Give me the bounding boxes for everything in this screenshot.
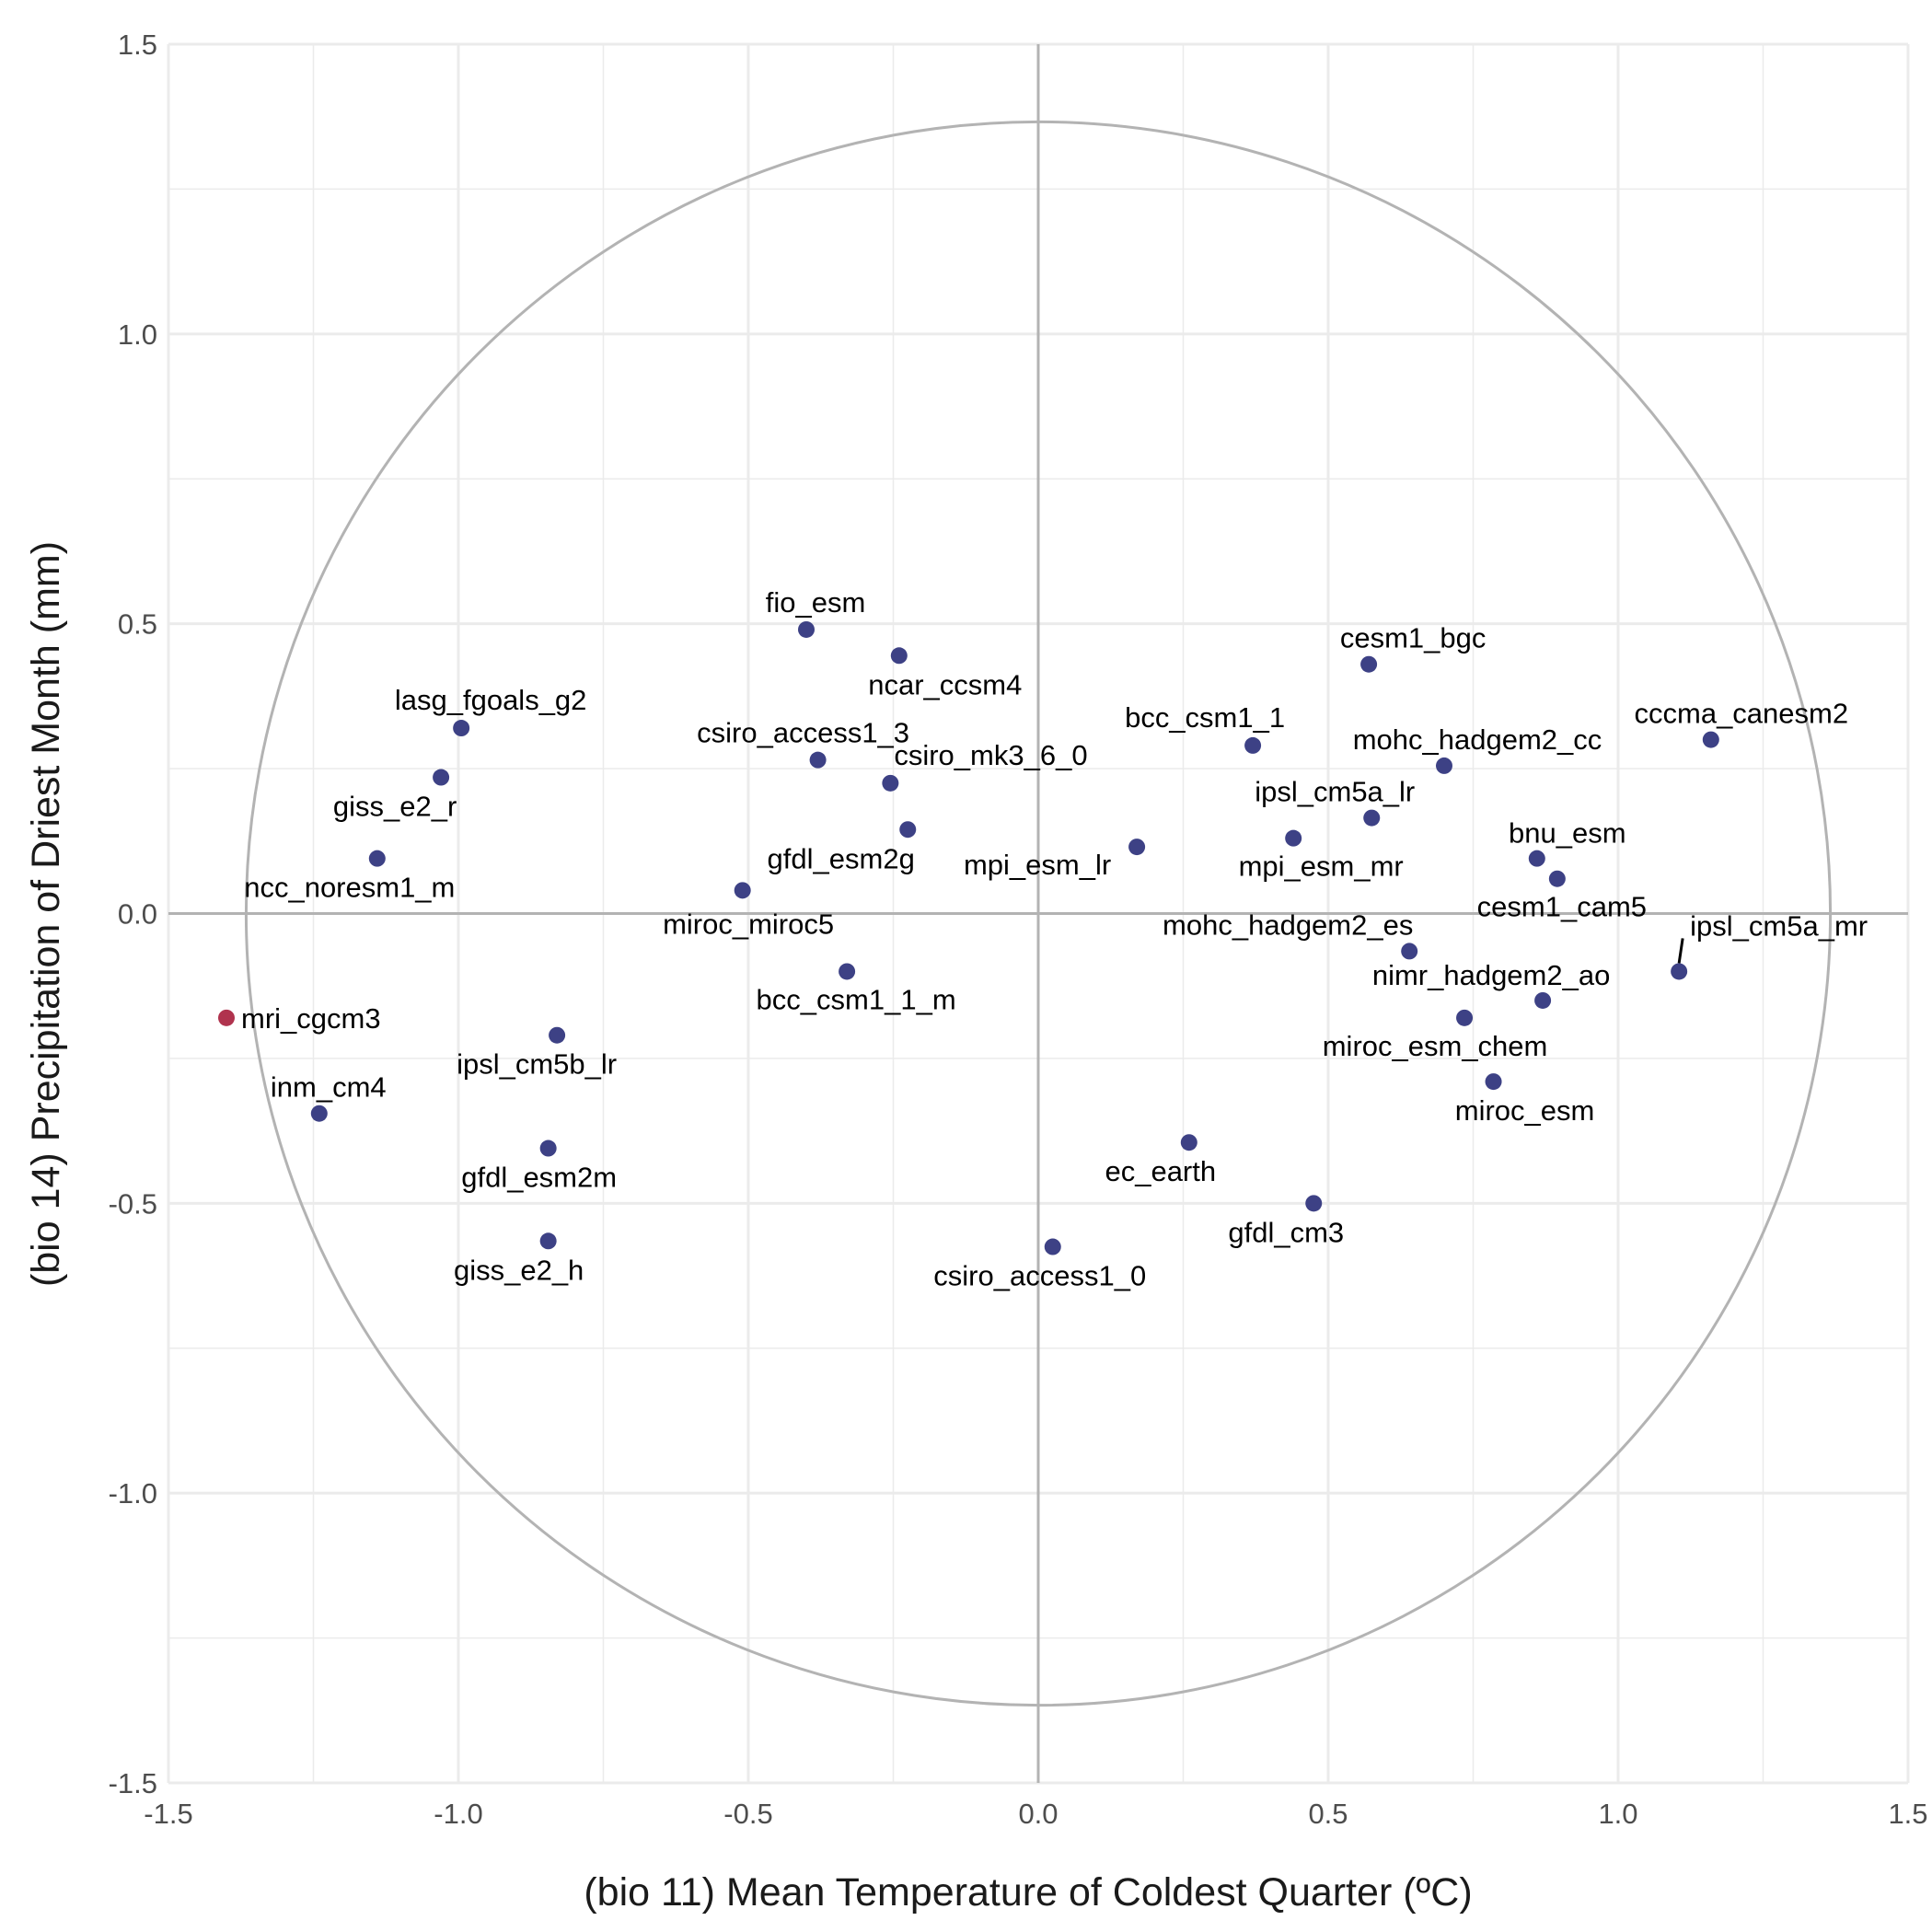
x-tick-label: 0.5: [1308, 1798, 1348, 1830]
point-label: ipsl_cm5b_lr: [457, 1048, 617, 1081]
label-leader-line: [1677, 938, 1684, 964]
reference-circle: [244, 120, 1833, 1707]
point-label: cesm1_cam5: [1477, 891, 1647, 923]
data-point: [1128, 839, 1146, 856]
data-point: [549, 1026, 566, 1044]
x-tick-label: -1.5: [144, 1798, 192, 1830]
data-point: [839, 963, 856, 980]
y-tick-label: 0.5: [118, 608, 157, 641]
reference-layer: [168, 44, 1908, 1783]
data-point: [1044, 1238, 1061, 1255]
data-point: [1456, 1009, 1474, 1026]
y-axis-title: (bio 14) Precipitation of Driest Month (…: [24, 541, 68, 1287]
y-tick-label: 1.0: [118, 318, 157, 351]
data-point: [1244, 736, 1262, 754]
point-label: miroc_esm_chem: [1323, 1030, 1548, 1062]
point-label: ipsl_cm5a_lr: [1255, 776, 1415, 808]
point-label: bcc_csm1_1: [1125, 701, 1285, 734]
point-label: ncc_noresm1_m: [244, 872, 455, 904]
y-tick-label: -1.5: [109, 1767, 157, 1799]
point-label: mri_cgcm3: [241, 1002, 381, 1035]
point-label: ec_earth: [1105, 1155, 1216, 1187]
x-tick-label: 1.0: [1598, 1798, 1637, 1830]
data-point: [368, 850, 386, 867]
point-label: gfdl_esm2m: [461, 1162, 617, 1194]
highlighted-data-point: [218, 1009, 235, 1026]
data-point: [1401, 943, 1418, 960]
point-label: csiro_access1_0: [933, 1260, 1146, 1292]
point-label: miroc_esm: [1455, 1094, 1595, 1127]
data-point: [1528, 850, 1545, 867]
point-label: ncar_ccsm4: [868, 668, 1022, 700]
data-point: [1548, 870, 1566, 887]
data-point: [433, 769, 450, 786]
data-point: [1360, 655, 1378, 673]
point-label: nimr_hadgem2_ao: [1372, 959, 1611, 991]
x-tick-label: -0.5: [723, 1798, 772, 1830]
data-point: [539, 1232, 557, 1250]
point-label: miroc_miroc5: [663, 908, 834, 940]
data-point: [1363, 809, 1381, 827]
data-point: [899, 821, 917, 839]
point-label: mpi_esm_mr: [1239, 850, 1404, 883]
leader-line-layer: [1677, 938, 1684, 964]
point-label: mohc_hadgem2_cc: [1353, 723, 1602, 756]
data-point: [1485, 1073, 1502, 1091]
point-label-layer: fio_esm ncar_ccsm4 lasg_fgoals_g2 giss_e2_r…: [241, 586, 1868, 1292]
point-label: csiro_mk3_6_0: [894, 739, 1087, 771]
y-tick-label: -1.0: [109, 1477, 157, 1510]
point-label: giss_e2_r: [333, 791, 457, 823]
data-point: [1180, 1134, 1197, 1151]
point-label: bnu_esm: [1509, 817, 1626, 850]
point-label: lasg_fgoals_g2: [395, 684, 587, 716]
data-point: [734, 882, 751, 899]
data-point: [1436, 757, 1452, 774]
data-point: [1305, 1195, 1323, 1212]
point-label: gfdl_esm2g: [768, 842, 915, 874]
x-tick-label: -1.0: [434, 1798, 482, 1830]
data-point: [539, 1140, 557, 1157]
data-point: [798, 620, 815, 638]
data-point: [1534, 991, 1552, 1009]
point-layer: [218, 620, 1719, 1255]
point-label: cesm1_bgc: [1340, 622, 1487, 654]
y-tick-label: -0.5: [109, 1187, 157, 1220]
point-label: fio_esm: [766, 586, 866, 619]
data-point: [809, 751, 827, 769]
point-label: mpi_esm_lr: [964, 849, 1111, 881]
point-label: gfdl_cm3: [1228, 1216, 1344, 1248]
data-point: [1702, 731, 1719, 748]
point-label: cccma_canesm2: [1635, 698, 1849, 730]
data-point: [453, 720, 470, 737]
point-label: inm_cm4: [271, 1071, 387, 1104]
x-tick-label: 1.5: [1888, 1798, 1927, 1830]
data-point: [890, 647, 908, 665]
point-label: mohc_hadgem2_es: [1163, 908, 1413, 941]
x-axis-title: (bio 11) Mean Temperature of Coldest Qua…: [584, 1870, 1472, 1915]
data-point: [310, 1105, 328, 1122]
data-point: [1671, 963, 1688, 980]
point-label: csiro_access1_3: [697, 717, 909, 749]
data-point: [1285, 829, 1302, 847]
y-tick-label: 1.5: [118, 29, 157, 61]
x-tick-label: 0.0: [1018, 1798, 1058, 1830]
point-label: bcc_csm1_1_m: [757, 983, 956, 1015]
point-label: ipsl_cm5a_mr: [1690, 909, 1868, 942]
y-tick-label: 0.0: [118, 898, 157, 931]
data-point: [882, 774, 899, 792]
point-label: giss_e2_h: [454, 1254, 584, 1286]
tick-label-layer: -1.5 -1.0 -0.5 0.0 0.5 1.0 1.5 1.5 1.0 0.5 0.0 -0.5…: [109, 29, 1928, 1830]
